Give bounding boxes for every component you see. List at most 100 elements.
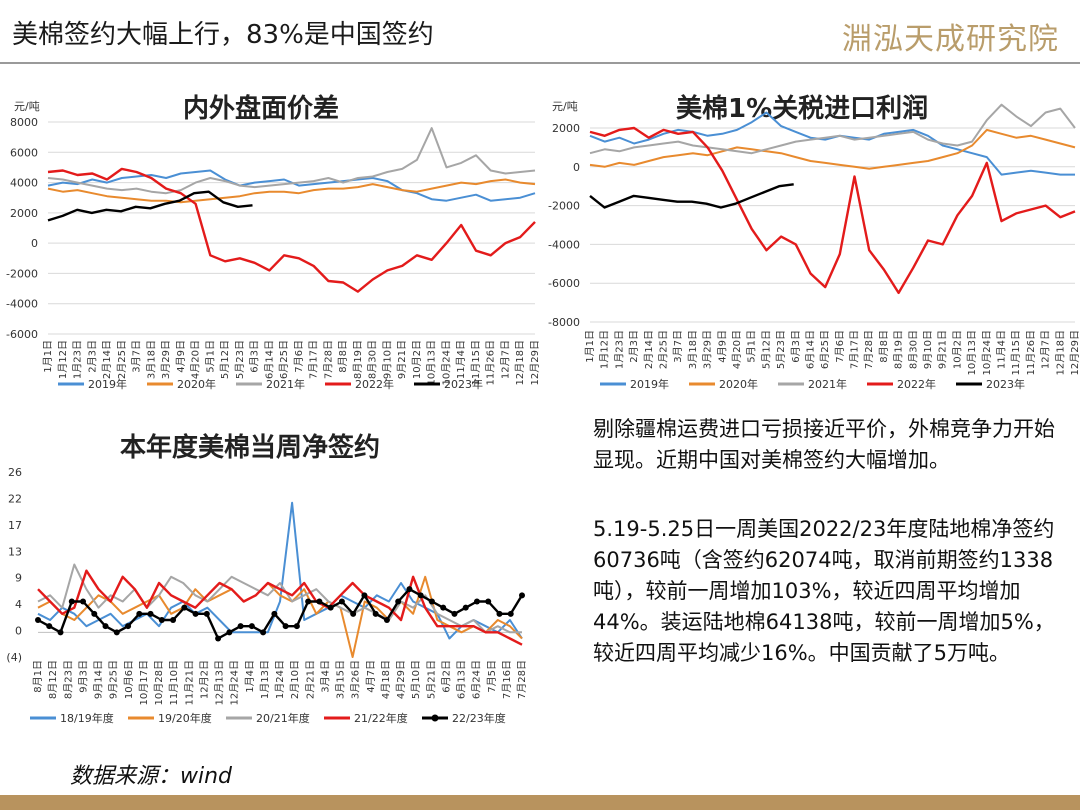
chart1-series-line-2021 — [47, 127, 536, 195]
chart3-xtick-label: 7月28日 — [516, 660, 528, 699]
chart1-legend-label: 2022年 — [355, 377, 394, 391]
chart1-xtick-label: 11月15日 — [470, 340, 482, 385]
chart1-xtick-label: 12月29日 — [529, 340, 541, 385]
chart3-series-point-2023 — [237, 623, 244, 630]
chart2-legend-label: 2020年 — [719, 377, 758, 391]
chart2-xtick-label: 6月14日 — [804, 330, 816, 369]
chart3-series-point-2023 — [203, 610, 210, 617]
chart2-xtick-label: 9月21日 — [937, 330, 949, 369]
chart1-series-line-2019 — [47, 169, 536, 202]
commentary: 剔除疆棉运费进口亏损接近平价，外棉竞争力开始显现。近期中国对美棉签约大幅增加。 … — [593, 414, 1055, 669]
chart3-xtick-label: 11月21日 — [183, 660, 195, 705]
chart3-series-point-2023 — [35, 617, 41, 623]
chart2-xtick-label: 2月3日 — [628, 330, 640, 363]
chart1-xtick-label: 2月25日 — [116, 340, 128, 379]
chart2-xtick-label: 8月8日 — [878, 330, 890, 363]
chart3-series-line-2020 — [37, 575, 523, 658]
chart1-unit: 元/吨 — [14, 100, 40, 113]
commentary-para-1: 剔除疆棉运费进口亏损接近平价，外棉竞争力开始显现。近期中国对美棉签约大幅增加。 — [593, 417, 1055, 472]
chart3-series-point-2023 — [170, 617, 177, 623]
chart3-legend-label: 21/22年度 — [354, 711, 408, 725]
chart2-xtick-label: 3月7日 — [672, 330, 684, 363]
chart1-xtick-label: 5月12日 — [219, 340, 231, 379]
chart2-xtick-label: 6月3日 — [790, 330, 802, 363]
chart1-xtick-label: 6月25日 — [278, 340, 290, 379]
chart3-series-point-2023 — [102, 623, 109, 630]
chart3-series-line-2022 — [37, 569, 523, 646]
chart1-xtick-label: 8月30日 — [367, 340, 379, 379]
chart3-xtick-label: 10月17日 — [138, 660, 150, 705]
chart1-xtick-label: 1月1日 — [42, 340, 54, 373]
chart1-xtick-label: 6月3日 — [249, 340, 261, 373]
chart2-xtick-label: 4月20日 — [731, 330, 743, 369]
chart3-xtick-label: 9月14日 — [93, 660, 105, 699]
chart1-xtick-label: 3月18日 — [145, 340, 157, 379]
chart3-legend-label: 18/19年度 — [60, 711, 114, 725]
chart2-xtick-label: 5月1日 — [746, 330, 758, 363]
chart3-series-point-2023 — [350, 610, 357, 617]
chart3-xtick-label: 12月13日 — [214, 660, 226, 705]
chart2-xtick-label: 7月28日 — [863, 330, 875, 369]
chart2-xtick-label: 3月18日 — [687, 330, 699, 369]
chart2-legend-label: 2023年 — [986, 377, 1025, 391]
chart2-xtick-label: 10月2日 — [951, 330, 963, 369]
data-source: 数据来源：wind — [70, 764, 233, 789]
chart3-series-point-2023 — [46, 623, 53, 630]
chart2-xtick-label: 2月25日 — [657, 330, 669, 369]
chart1-legend-label: 2023年 — [444, 377, 483, 391]
chart3-svg: 26 22 17 13 9 4 0 (4) 8月1日 8月12日 8月23日 9月3日 9月14日 9月2… — [6, 466, 528, 725]
chart2-ytick-label: -8000 — [548, 316, 580, 329]
chart3-series-point-2023 — [383, 617, 390, 623]
chart3-xtick-label: 1月24日 — [274, 660, 286, 699]
chart3-xtick-label: 3月15日 — [335, 660, 347, 699]
chart1-title: 内外盘面价差 — [183, 94, 340, 124]
chart2-ytick-label: 0 — [573, 161, 580, 174]
chart1-xtick-label: 6月14日 — [263, 340, 275, 379]
chart3-xtick-label: 8月23日 — [62, 660, 74, 699]
chart2-xtick-label: 3月29日 — [702, 330, 714, 369]
chart3-series-point-2023 — [417, 592, 424, 599]
brand-logo-text: 淵泓天成研究院 — [842, 22, 1059, 57]
chart3-series-point-2023 — [282, 623, 289, 630]
chart3-series-point-2023 — [125, 623, 132, 630]
chart3-xtick-label: 5月10日 — [410, 660, 422, 699]
chart1-xtick-label: 7月17日 — [308, 340, 320, 379]
chart3-series-point-2023 — [248, 623, 255, 630]
chart3-series-point-2023 — [496, 610, 503, 617]
chart3-ytick-label: (4) — [6, 651, 22, 664]
chart3-series-point-2023 — [406, 586, 413, 593]
chart1-series-line-2022 — [47, 167, 536, 293]
chart2-xtick-label: 2月14日 — [643, 330, 655, 369]
chart3-xtick-label: 8月12日 — [47, 660, 59, 699]
chart1-xtick-label: 9月10日 — [381, 340, 393, 379]
chart1-xtick-label: 5月23日 — [234, 340, 246, 379]
chart2-series-line-2022 — [589, 126, 1076, 295]
chart3-series-point-2023 — [271, 610, 278, 617]
chart3-series-point-2023 — [136, 610, 143, 617]
chart1-svg: 8000 6000 4000 2000 0 -2000 -4000 -6000 1月1日 1月12… — [6, 116, 541, 391]
chart3-legend-marker-2023 — [431, 714, 439, 722]
chart2-xtick-label: 12月18日 — [1054, 330, 1066, 375]
chart3-xtick-label: 9月25日 — [108, 660, 120, 699]
chart1-xtick-label: 2月3日 — [86, 340, 98, 373]
header-divider — [0, 62, 1080, 64]
chart3-ytick-label: 26 — [8, 466, 22, 479]
chart2-xtick-label: 10月24日 — [981, 330, 993, 375]
chart2-xtick-label: 1月1日 — [584, 330, 596, 363]
chart1-series-line-2023 — [47, 190, 253, 222]
chart2-ytick-label: -2000 — [548, 200, 580, 213]
chart3-legend-label: 19/20年度 — [158, 711, 212, 725]
chart2-xtick-label: 9月10日 — [922, 330, 934, 369]
chart3-series-point-2023 — [293, 623, 300, 630]
chart3-series-line-2019 — [37, 501, 523, 640]
chart3-legend-label: 20/21年度 — [256, 711, 310, 725]
chart1-ytick-label: 0 — [31, 237, 38, 250]
chart3-xtick-label: 12月24日 — [229, 660, 241, 705]
chart3-series-point-2023 — [451, 610, 458, 617]
chart3-series-point-2023 — [338, 598, 345, 605]
chart2-unit: 元/吨 — [552, 100, 578, 113]
chart3-series-point-2023 — [473, 598, 480, 605]
chart3-series-point-2023 — [462, 604, 469, 611]
chart2-series-line-2023 — [589, 183, 794, 209]
chart2-xtick-label: 7月6日 — [834, 330, 846, 363]
